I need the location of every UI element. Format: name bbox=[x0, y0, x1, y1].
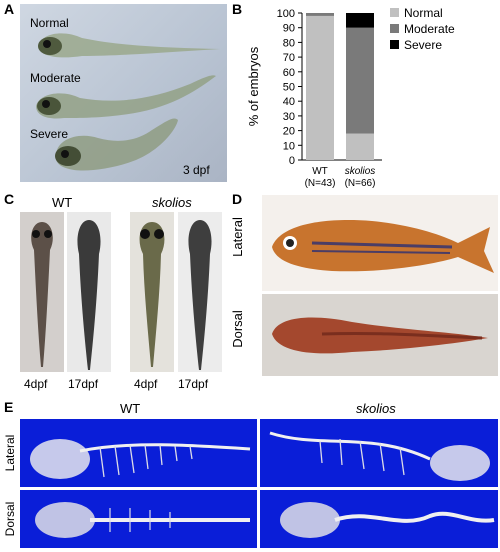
panel-d-letter: D bbox=[232, 191, 243, 207]
y-tick-label: 0 bbox=[289, 155, 295, 167]
y-tick-label: 50 bbox=[283, 82, 295, 94]
c-group-skolios: skolios bbox=[152, 195, 192, 210]
bar-segment-normal bbox=[346, 133, 374, 160]
legend-label: Normal bbox=[404, 6, 443, 20]
panel-c-letter: C bbox=[4, 191, 15, 207]
d-dorsal-text: Dorsal bbox=[230, 310, 245, 348]
panel-e-letter: E bbox=[4, 399, 14, 415]
panel-a-photo: Normal Moderate Severe 3 dpf bbox=[20, 4, 227, 182]
e-row-label-lateral: Lateral bbox=[1, 435, 19, 472]
bar-segment-moderate bbox=[346, 27, 374, 134]
y-tick-label: 10 bbox=[283, 140, 295, 152]
legend-swatch bbox=[390, 24, 399, 33]
d-photo-lateral bbox=[262, 195, 498, 291]
c-photo-wt-4dpf bbox=[20, 212, 64, 372]
x-category-n: (N=66) bbox=[345, 178, 376, 189]
e-dorsal-text: Dorsal bbox=[3, 501, 17, 537]
e-ct-wt-dorsal bbox=[20, 490, 257, 548]
bar-segment-severe bbox=[346, 13, 374, 28]
bar-segment-normal bbox=[306, 15, 334, 160]
c-age-4: 17dpf bbox=[178, 377, 209, 391]
e-ct-wt-lateral bbox=[20, 419, 257, 487]
y-tick-label: 70 bbox=[283, 52, 295, 64]
d-row-label-lateral: Lateral bbox=[229, 217, 247, 269]
e-row-label-dorsal: Dorsal bbox=[1, 502, 19, 537]
c-age-2: 17dpf bbox=[68, 377, 99, 391]
d-lateral-text: Lateral bbox=[230, 217, 245, 257]
y-tick-label: 100 bbox=[277, 8, 295, 20]
label-normal: Normal bbox=[30, 16, 69, 30]
x-category-n: (N=43) bbox=[305, 178, 336, 189]
c-group-wt: WT bbox=[52, 195, 73, 210]
c-age-3: 4dpf bbox=[134, 377, 158, 391]
c-photo-sk-17dpf bbox=[178, 212, 222, 372]
e-col-skolios: skolios bbox=[356, 401, 396, 416]
e-col-wt: WT bbox=[120, 401, 141, 416]
panel-b-letter: B bbox=[232, 1, 243, 17]
e-ct-sk-lateral bbox=[260, 419, 498, 487]
y-tick-label: 80 bbox=[283, 37, 295, 49]
stage-label: 3 dpf bbox=[183, 163, 210, 177]
bar-segment-moderate bbox=[306, 13, 334, 16]
y-tick-label: 20 bbox=[283, 126, 295, 138]
e-lateral-text: Lateral bbox=[3, 434, 17, 472]
d-photo-dorsal bbox=[262, 294, 498, 376]
y-tick-label: 60 bbox=[283, 67, 295, 79]
x-category-label: WT bbox=[312, 166, 328, 177]
y-axis-title: % of embryos bbox=[246, 46, 261, 126]
e-ct-sk-dorsal bbox=[260, 490, 498, 548]
c-photo-wt-17dpf bbox=[67, 212, 111, 372]
y-tick-label: 90 bbox=[283, 23, 295, 35]
stacked-bar-chart: 0 10 20 30 40 50 60 70 80 90 100 % of embryos WT(N=4… bbox=[246, 6, 455, 189]
label-severe: Severe bbox=[30, 127, 69, 141]
d-row-label-dorsal: Dorsal bbox=[229, 310, 247, 360]
legend-label: Moderate bbox=[404, 22, 455, 36]
y-tick-label: 40 bbox=[283, 96, 295, 108]
legend-label: Severe bbox=[404, 38, 442, 52]
x-category-label: skolios bbox=[345, 166, 376, 177]
y-tick-label: 30 bbox=[283, 111, 295, 123]
c-photo-sk-4dpf bbox=[130, 212, 174, 372]
legend-swatch bbox=[390, 8, 399, 17]
legend-swatch bbox=[390, 40, 399, 49]
label-moderate: Moderate bbox=[30, 71, 81, 85]
c-age-1: 4dpf bbox=[24, 377, 48, 391]
larvae-image bbox=[36, 33, 220, 171]
panel-a-letter: A bbox=[4, 1, 15, 17]
